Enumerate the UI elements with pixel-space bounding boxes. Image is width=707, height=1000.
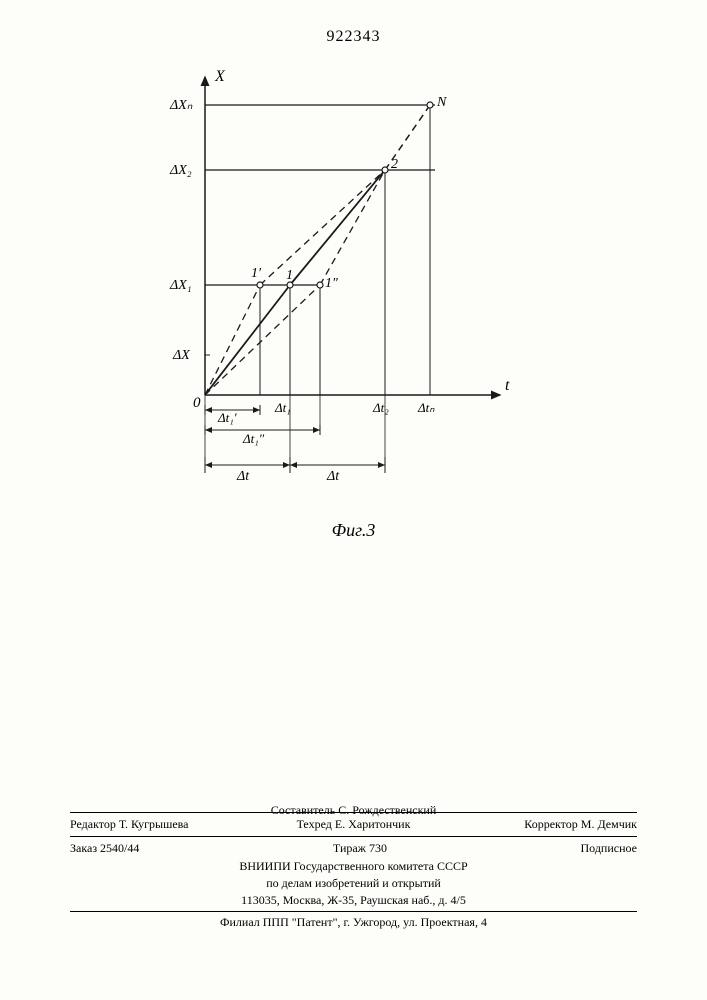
org-line-1: ВНИИПИ Государственного комитета СССР <box>70 858 637 875</box>
svg-text:1″: 1″ <box>325 276 338 291</box>
svg-text:Δt₂: Δt₂ <box>372 400 389 415</box>
svg-text:ΔXₙ: ΔXₙ <box>169 98 193 113</box>
tech: Техред Е. Харитончик <box>297 817 411 832</box>
svg-text:Δt: Δt <box>326 469 340 484</box>
svg-text:Δt: Δt <box>236 469 250 484</box>
order-number: Заказ 2540/44 <box>70 841 139 856</box>
subscription: Подписное <box>581 841 638 856</box>
svg-text:Δt₁: Δt₁ <box>274 400 291 415</box>
figure-label: Фиг.3 <box>332 520 376 541</box>
svg-text:2: 2 <box>391 157 398 172</box>
document-number: 922343 <box>327 28 381 46</box>
svg-text:N: N <box>436 95 447 110</box>
compiler: Составитель С. Рождественский <box>271 803 436 818</box>
tirage: Тираж 730 <box>333 841 387 856</box>
svg-text:X: X <box>214 68 226 85</box>
svg-text:0: 0 <box>193 395 201 411</box>
credits-block: Редактор Т. Кугрышева Составитель С. Рож… <box>70 810 637 931</box>
address-line: 113035, Москва, Ж-35, Раушская наб., д. … <box>70 892 637 909</box>
figure-3-diagram: X t 0 ΔX ΔX₁ ΔX₂ ΔXₙ <box>155 65 535 515</box>
svg-text:Δt₁′: Δt₁′ <box>217 410 237 425</box>
svg-text:Δt₁″: Δt₁″ <box>242 431 265 446</box>
org-line-2: по делам изобретений и открытий <box>70 875 637 892</box>
svg-text:ΔX: ΔX <box>172 348 190 363</box>
branch-line: Филиал ППП "Патент", г. Ужгород, ул. Про… <box>70 914 637 931</box>
svg-text:1: 1 <box>286 268 293 283</box>
svg-text:1′: 1′ <box>251 266 262 281</box>
editor: Редактор Т. Кугрышева <box>70 817 189 832</box>
svg-text:ΔX₂: ΔX₂ <box>169 163 192 178</box>
svg-text:Δtₙ: Δtₙ <box>417 400 435 415</box>
corrector: Корректор М. Демчик <box>524 817 637 832</box>
svg-text:t: t <box>505 377 510 394</box>
svg-text:ΔX₁: ΔX₁ <box>169 278 192 293</box>
